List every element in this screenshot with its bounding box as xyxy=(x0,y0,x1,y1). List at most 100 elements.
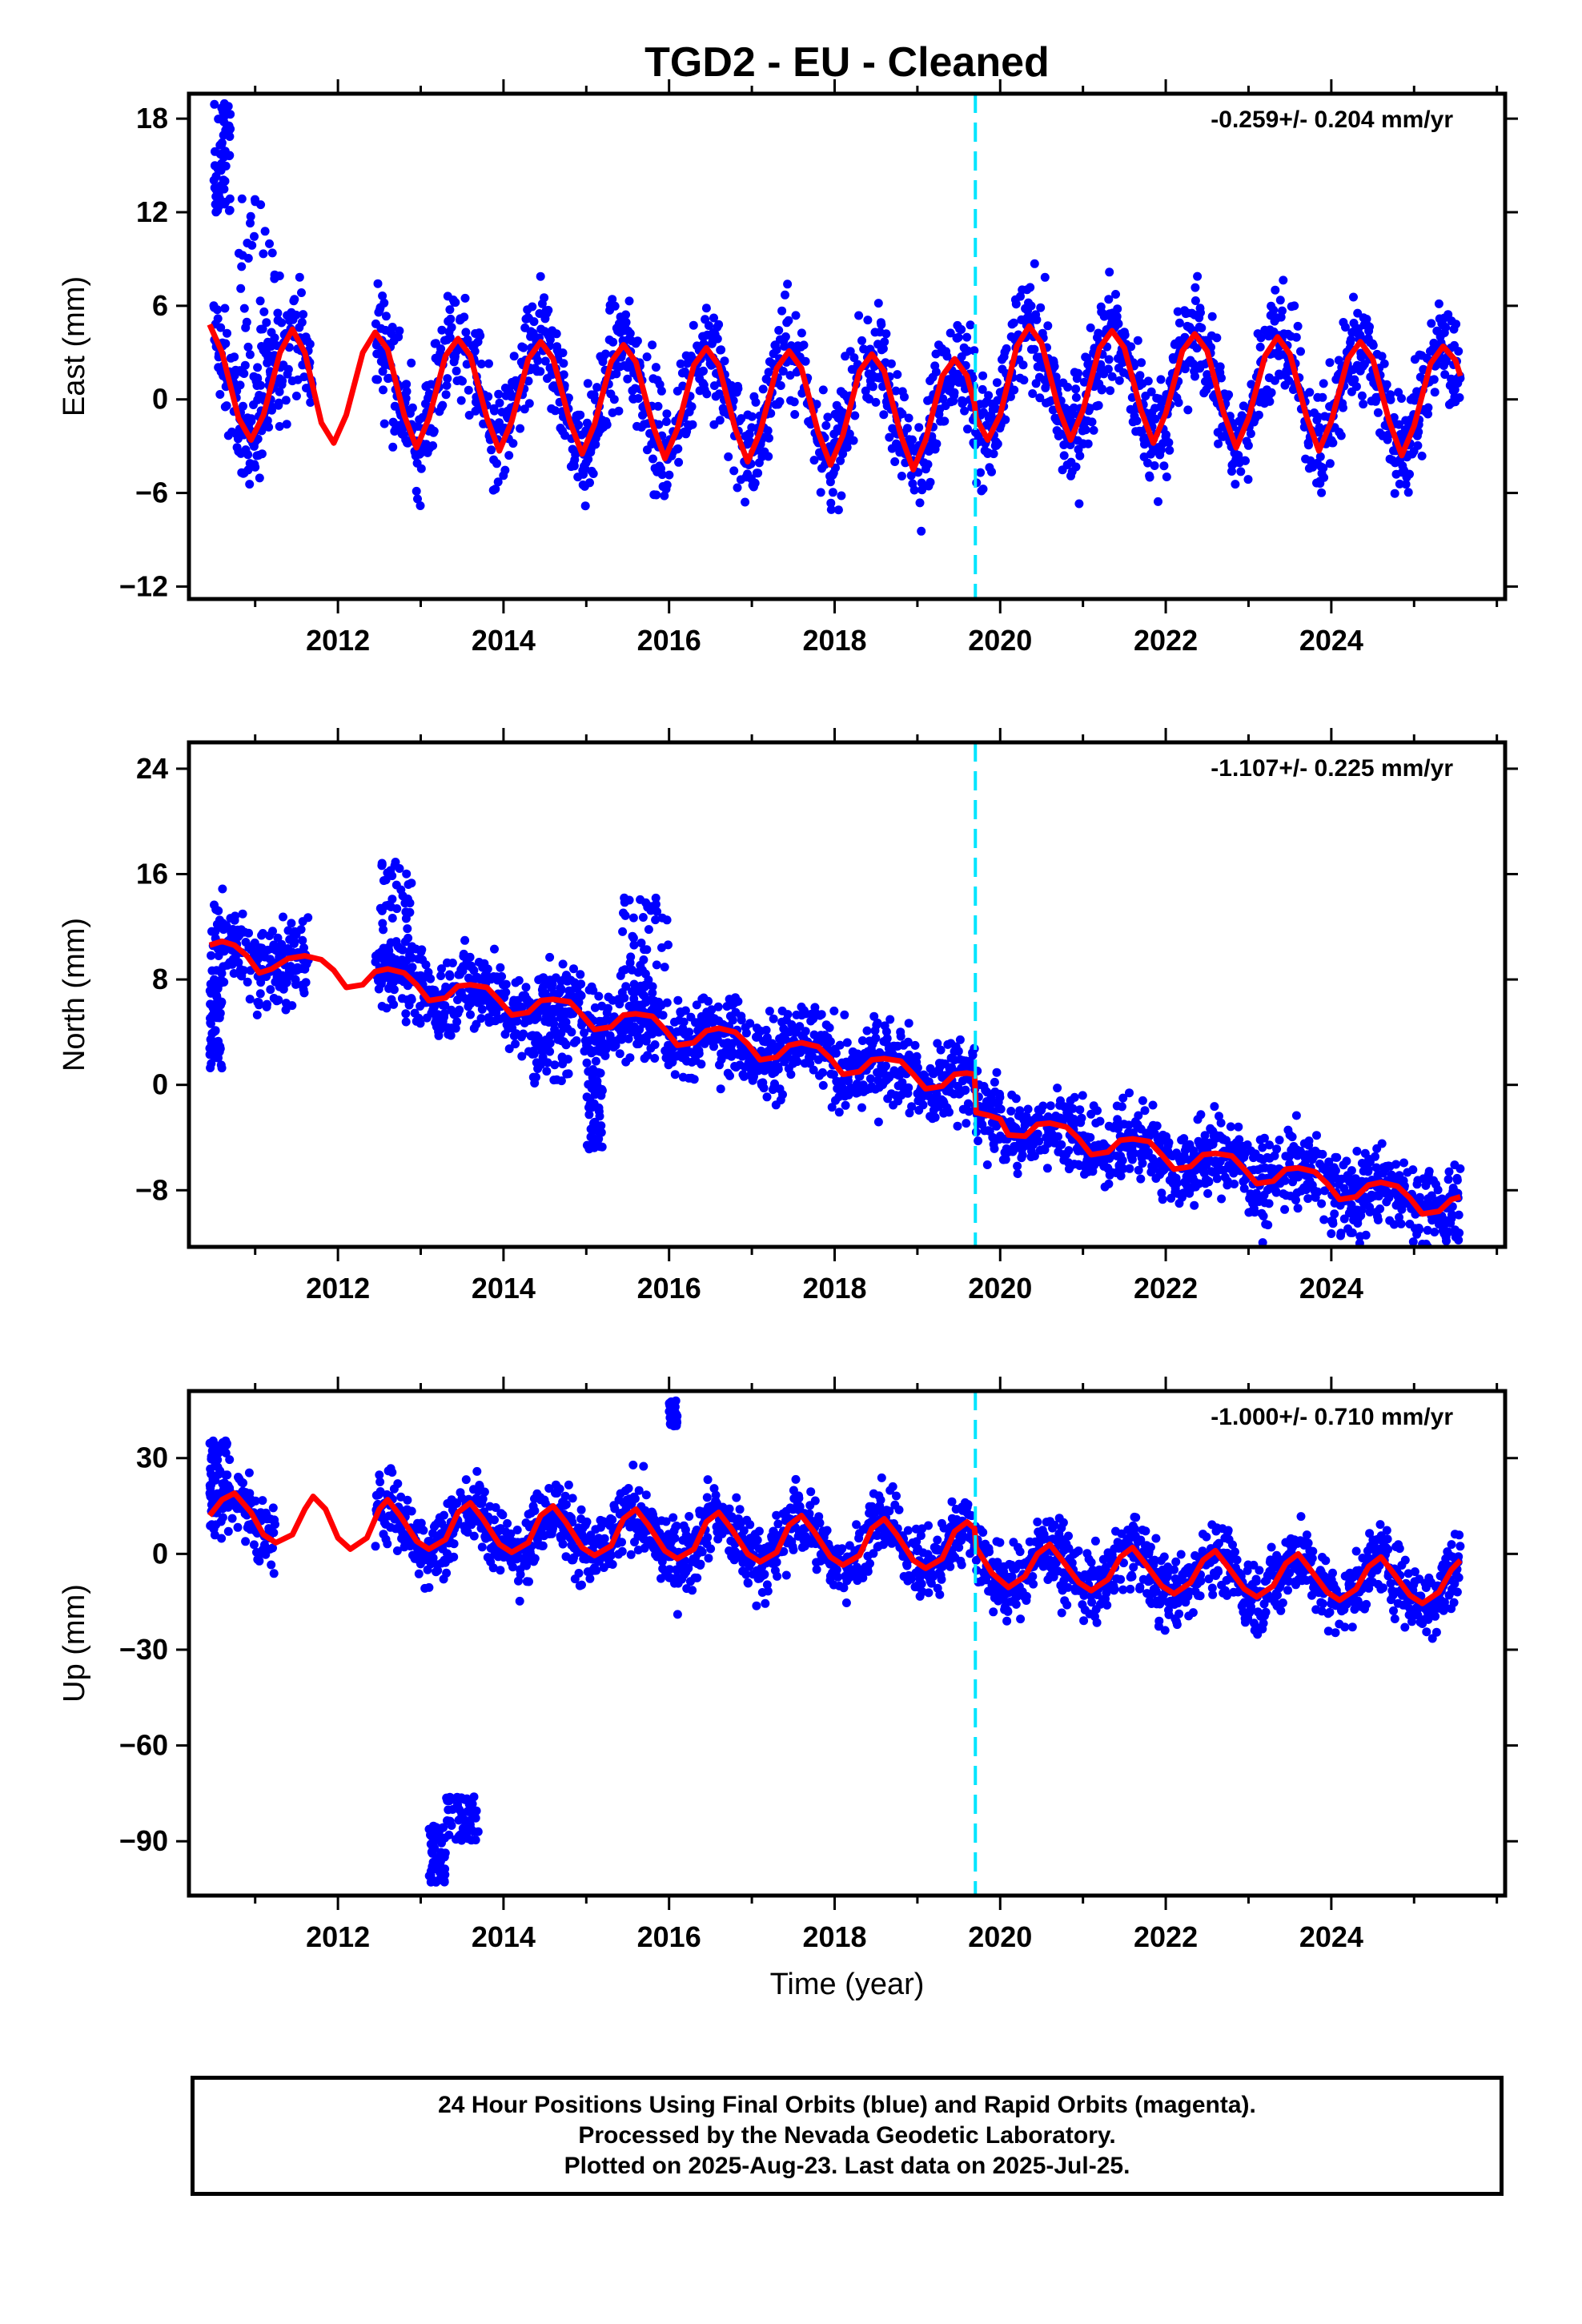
data-point xyxy=(644,925,653,935)
data-point xyxy=(548,979,557,989)
data-point xyxy=(1190,1200,1199,1210)
data-point xyxy=(1430,388,1439,397)
data-point xyxy=(1325,459,1335,468)
data-point xyxy=(211,1053,219,1062)
data-point xyxy=(447,323,456,332)
data-point xyxy=(1371,1163,1381,1172)
data-point xyxy=(992,378,1002,388)
data-point xyxy=(818,1068,827,1077)
data-point xyxy=(1054,1132,1062,1141)
data-point xyxy=(660,963,669,972)
data-point xyxy=(741,1028,751,1038)
data-point xyxy=(881,329,891,339)
data-point xyxy=(989,449,998,459)
data-point xyxy=(1114,376,1124,385)
data-point xyxy=(442,380,452,390)
data-point xyxy=(904,1083,913,1092)
data-point xyxy=(1125,1164,1134,1173)
data-point xyxy=(402,869,412,879)
data-point xyxy=(976,468,986,477)
data-point xyxy=(1270,1151,1279,1160)
data-point xyxy=(857,1103,866,1112)
data-point xyxy=(608,295,617,304)
data-point xyxy=(1365,322,1374,332)
data-point xyxy=(775,397,785,406)
data-point xyxy=(1148,1100,1158,1110)
data-point xyxy=(653,401,663,411)
data-point xyxy=(484,392,493,401)
data-point xyxy=(910,1040,920,1050)
data-point xyxy=(252,1010,262,1019)
data-point xyxy=(452,366,461,376)
data-point xyxy=(992,1068,1002,1077)
data-point xyxy=(516,424,525,433)
data-point xyxy=(519,1029,528,1039)
data-point xyxy=(908,435,917,444)
data-point xyxy=(661,417,671,426)
data-point xyxy=(620,993,629,1003)
data-point xyxy=(211,171,221,181)
data-point xyxy=(556,1076,566,1086)
data-point xyxy=(287,1001,297,1011)
data-point xyxy=(871,1033,881,1043)
data-point xyxy=(646,1022,656,1031)
data-point xyxy=(620,965,630,975)
data-point xyxy=(713,1002,723,1011)
data-point xyxy=(278,376,287,386)
data-point xyxy=(243,342,253,352)
data-point xyxy=(526,1015,536,1024)
data-point xyxy=(1325,358,1335,368)
data-point xyxy=(590,1003,600,1012)
data-point xyxy=(658,1011,668,1020)
data-point xyxy=(1452,320,1461,329)
data-point xyxy=(979,408,988,417)
data-point xyxy=(619,908,628,918)
data-point xyxy=(1196,308,1205,317)
data-point xyxy=(1275,296,1285,305)
data-point xyxy=(707,1005,717,1015)
data-point xyxy=(219,184,229,194)
data-point xyxy=(383,900,393,910)
data-point xyxy=(557,1053,567,1063)
data-point xyxy=(1377,352,1387,361)
data-point xyxy=(1391,1160,1401,1169)
data-point xyxy=(826,498,836,508)
data-point xyxy=(1197,324,1207,332)
data-point xyxy=(862,1026,872,1035)
data-point xyxy=(610,301,620,311)
data-point xyxy=(487,445,496,455)
data-point xyxy=(476,331,485,340)
data-point xyxy=(1359,400,1368,409)
data-point xyxy=(402,387,412,396)
data-point xyxy=(1215,362,1225,372)
data-point xyxy=(214,194,223,203)
data-point xyxy=(751,397,761,407)
data-point xyxy=(720,356,729,366)
data-point xyxy=(255,473,264,483)
data-point xyxy=(574,420,584,430)
data-point xyxy=(1001,415,1010,424)
data-point xyxy=(1341,323,1350,332)
x-tick-label: 2012 xyxy=(306,1272,370,1305)
data-point xyxy=(1447,1210,1456,1220)
data-point xyxy=(440,1001,450,1011)
data-point xyxy=(873,299,883,308)
data-point xyxy=(1433,1185,1443,1195)
data-point xyxy=(946,328,955,338)
data-point xyxy=(1002,344,1011,353)
data-point xyxy=(456,396,466,405)
data-point xyxy=(1349,292,1358,302)
data-point xyxy=(829,1006,839,1015)
data-point xyxy=(1318,392,1327,402)
data-point xyxy=(1379,359,1389,368)
data-point xyxy=(552,329,561,339)
data-point xyxy=(1053,1084,1062,1093)
data-point xyxy=(223,328,231,338)
data-point xyxy=(987,467,996,476)
data-point xyxy=(993,396,1002,405)
data-point xyxy=(633,967,643,977)
data-point xyxy=(733,997,743,1006)
data-point xyxy=(1057,1140,1066,1149)
data-point xyxy=(528,1046,538,1055)
data-point xyxy=(508,439,518,448)
